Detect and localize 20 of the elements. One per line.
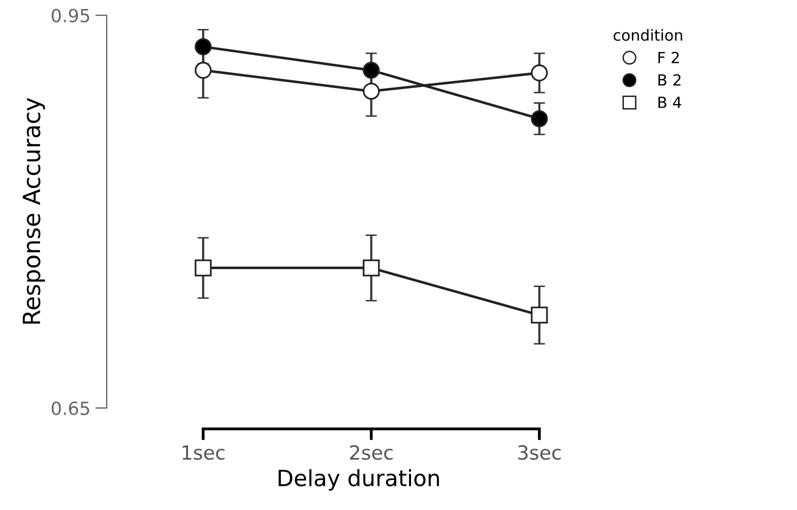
point: [530, 110, 548, 128]
x-tick-label: 2sec: [350, 445, 393, 460]
point: [362, 82, 380, 100]
legend-label: B 2: [658, 74, 680, 86]
y-tick-label: 0.65: [52, 401, 90, 416]
x-tick-label: 1sec: [182, 445, 225, 460]
x-tick-label: 3sec: [518, 445, 561, 460]
point: [362, 62, 380, 79]
point: [194, 62, 212, 79]
legend-label: B 4: [658, 96, 682, 108]
point: [194, 38, 212, 56]
y-tick-label: 0.95: [52, 8, 90, 22]
point: [194, 259, 212, 276]
point: [530, 306, 548, 324]
point: [530, 64, 548, 82]
legend-label: F 2: [658, 52, 679, 64]
x-axis-title: Delay duration: [278, 469, 439, 491]
point: [362, 259, 380, 276]
y-axis-title: Response Accuracy: [22, 98, 45, 324]
legend-title: condition: [614, 29, 682, 41]
